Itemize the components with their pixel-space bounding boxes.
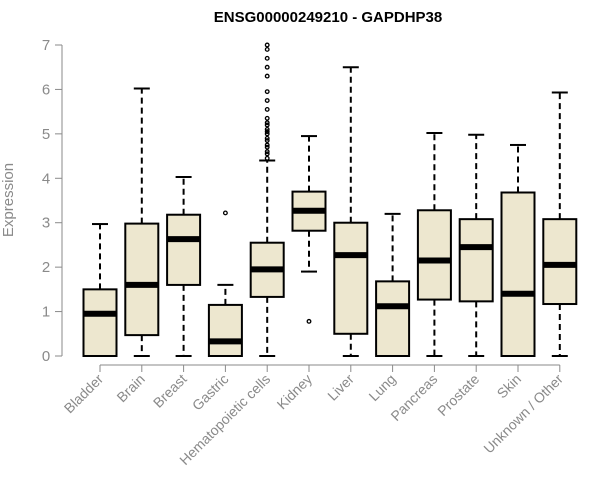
box-breast: [166, 175, 202, 357]
x-tick-label: Bladder: [61, 371, 107, 417]
outlier-point: [264, 135, 270, 141]
box-unknown-other: [542, 91, 578, 357]
box-gastric: [207, 210, 243, 357]
iqr-box: [500, 191, 536, 357]
x-tick-label: Liver: [324, 371, 357, 404]
y-axis-label: Expression: [0, 163, 17, 237]
y-tick-label: 5: [42, 126, 50, 143]
box-skin: [500, 143, 536, 357]
x-tick-label: Unknown / Other: [480, 371, 566, 457]
outlier-point: [264, 151, 270, 157]
iqr-box: [166, 213, 202, 286]
y-tick-label: 6: [42, 81, 50, 98]
outlier-point: [264, 131, 270, 137]
box-liver: [333, 66, 369, 357]
iqr-box: [82, 288, 118, 358]
y-axis: 0 1 2 3 4 5 6 7: [42, 37, 63, 365]
iqr-box: [542, 218, 578, 306]
outlier-point: [264, 122, 270, 128]
box-kidney: [291, 135, 327, 324]
box-lung: [375, 212, 411, 357]
y-tick-label: 1: [42, 304, 50, 321]
outlier-point: [264, 120, 270, 126]
outlier-point: [222, 210, 228, 216]
box-bladder: [82, 223, 118, 358]
iqr-box: [207, 303, 243, 357]
x-tick-label: Breast: [150, 371, 190, 411]
x-tick-label: Brain: [113, 371, 147, 405]
iqr-box: [333, 221, 369, 335]
outlier-point: [264, 89, 270, 95]
x-tick-label: Prostate: [434, 371, 482, 419]
chart-title: ENSG00000249210 - GAPDHP38: [214, 9, 442, 26]
outlier-point: [264, 126, 270, 132]
outlier-point: [264, 73, 270, 79]
y-tick-label: 4: [42, 170, 50, 187]
outlier-point: [264, 149, 270, 155]
outlier-point: [306, 318, 312, 324]
box-pancreas: [416, 131, 452, 357]
outlier-point: [264, 138, 270, 143]
iqr-box: [375, 280, 411, 357]
box-prostate: [458, 133, 494, 357]
iqr-box: [458, 218, 494, 303]
y-tick-label: 0: [42, 348, 50, 365]
outlier-point: [264, 155, 270, 161]
y-tick-label: 3: [42, 215, 50, 232]
y-tick-label: 2: [42, 259, 50, 276]
box-hematopoietic-cells: [249, 42, 285, 357]
box-brain: [124, 87, 160, 357]
outlier-point: [264, 42, 270, 48]
x-tick-label: Kidney: [274, 371, 316, 413]
iqr-box: [416, 209, 452, 301]
x-tick-label: Skin: [494, 371, 525, 402]
y-tick-label: 7: [42, 37, 50, 54]
outlier-point: [264, 142, 270, 148]
outlier-point: [264, 115, 270, 121]
outlier-point: [264, 64, 270, 70]
outlier-point: [264, 98, 270, 103]
outlier-point: [264, 106, 270, 112]
outlier-point: [264, 129, 270, 135]
outlier-point: [264, 55, 270, 61]
boxes-group: [82, 42, 578, 358]
x-tick-label: Lung: [365, 371, 398, 404]
outlier-point: [264, 46, 270, 52]
iqr-box: [124, 222, 160, 337]
outlier-point: [264, 144, 270, 150]
